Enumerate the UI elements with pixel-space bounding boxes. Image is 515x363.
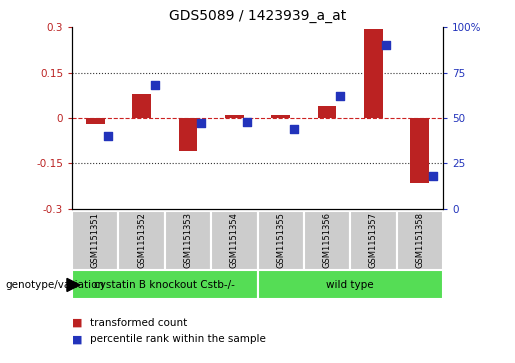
Point [382, 42, 390, 48]
Text: GSM1151353: GSM1151353 [183, 212, 193, 269]
Text: transformed count: transformed count [90, 318, 187, 328]
Bar [72, 270, 258, 299]
Text: GSM1151355: GSM1151355 [276, 213, 285, 268]
Text: cystatin B knockout Cstb-/-: cystatin B knockout Cstb-/- [94, 280, 235, 290]
Bar [350, 211, 397, 270]
Bar [211, 211, 258, 270]
Bar [410, 118, 429, 183]
Text: GSM1151357: GSM1151357 [369, 212, 378, 269]
Text: GSM1151354: GSM1151354 [230, 213, 239, 268]
Point [289, 126, 298, 132]
Text: ■: ■ [72, 318, 82, 328]
Text: GDS5089 / 1423939_a_at: GDS5089 / 1423939_a_at [169, 9, 346, 23]
Text: GSM1151351: GSM1151351 [91, 213, 100, 268]
Bar [86, 118, 105, 124]
Bar [364, 29, 383, 118]
Bar [258, 270, 443, 299]
Bar [118, 211, 165, 270]
Point [150, 82, 159, 88]
Text: ■: ■ [72, 334, 82, 344]
Point [104, 133, 112, 139]
Point [243, 119, 251, 125]
Text: GSM1151358: GSM1151358 [415, 212, 424, 269]
Bar [258, 211, 304, 270]
Bar [179, 118, 197, 151]
Text: genotype/variation: genotype/variation [5, 280, 104, 290]
Polygon shape [67, 278, 80, 291]
Text: GSM1151356: GSM1151356 [322, 212, 332, 269]
Text: percentile rank within the sample: percentile rank within the sample [90, 334, 266, 344]
Bar [318, 106, 336, 118]
Bar [397, 211, 443, 270]
Bar [225, 115, 244, 118]
Bar [165, 211, 211, 270]
Point [336, 93, 344, 99]
Text: wild type: wild type [327, 280, 374, 290]
Bar [72, 211, 118, 270]
Bar [304, 211, 350, 270]
Bar [271, 115, 290, 118]
Bar [132, 94, 151, 118]
Point [197, 121, 205, 126]
Point [428, 173, 437, 179]
Text: GSM1151352: GSM1151352 [137, 213, 146, 268]
